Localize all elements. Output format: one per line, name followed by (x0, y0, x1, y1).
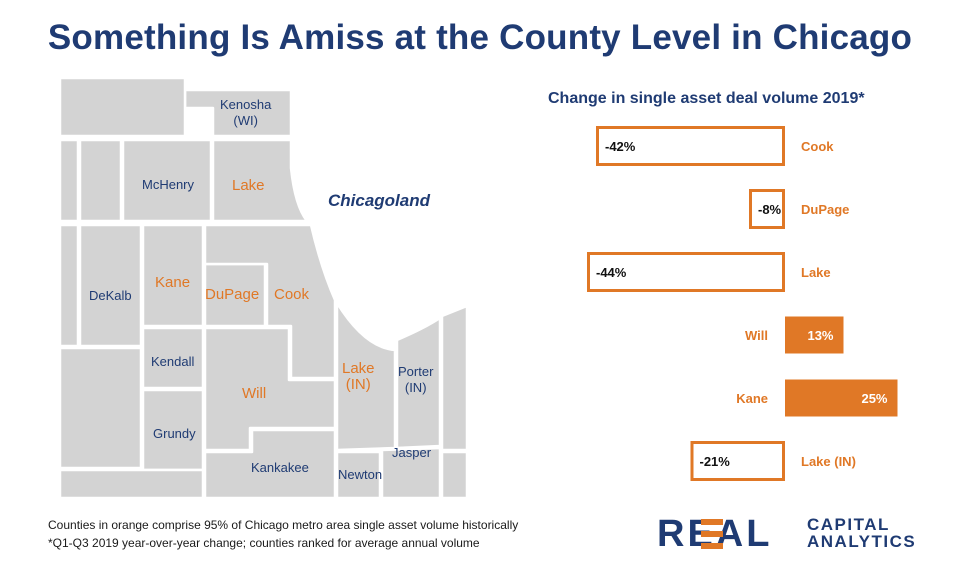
county-map-svg (58, 76, 469, 500)
county-label-kendall: Kendall (151, 354, 195, 369)
county-shape-wi-west (58, 76, 187, 138)
county-label-lake-in: Lake (IN) (342, 361, 375, 393)
category-label: Kane (736, 391, 768, 406)
bar-cook (596, 126, 785, 166)
value-label: -44% (596, 265, 627, 280)
county-label-dekalb: DeKalb (89, 288, 132, 303)
chart-title: Change in single asset deal volume 2019* (548, 90, 865, 107)
county-label-kenosha-l1: Kenosha (220, 97, 272, 112)
county-label-jasper: Jasper (392, 445, 432, 460)
county-shape-porter (395, 316, 442, 450)
category-label: DuPage (801, 202, 849, 217)
region-label: Chicagoland (328, 191, 431, 210)
category-label: Cook (801, 139, 834, 154)
county-label-kane: Kane (155, 274, 191, 291)
county-shape-starke (440, 450, 469, 500)
category-label: Lake (801, 265, 831, 280)
county-label-lake-in-l2: (IN) (345, 376, 371, 393)
county-shape-will (203, 326, 337, 452)
county-label-kenosha: Kenosha (WI) (220, 97, 271, 129)
logo-tagline: CAPITAL ANALYTICS (807, 516, 916, 550)
county-shape-boone (78, 138, 123, 223)
value-label: 13% (807, 328, 833, 343)
logo-e-bar (701, 531, 723, 537)
county-label-porter-l2: (IN) (404, 380, 427, 395)
county-label-porter: Porter (IN) (398, 364, 433, 396)
value-label: -42% (605, 139, 636, 154)
bar-will (785, 316, 844, 354)
county-shape-winnebago (58, 138, 80, 223)
county-shape-laporte (440, 304, 469, 452)
county-label-porter-l1: Porter (398, 364, 434, 379)
logo-line1: CAPITAL (807, 515, 890, 534)
footnote-1: Counties in orange comprise 95% of Chica… (48, 518, 519, 532)
county-label-lake: Lake (232, 177, 265, 194)
county-label-lake-in-l1: Lake (342, 360, 375, 377)
value-label: 25% (861, 391, 887, 406)
county-label-will: Will (242, 385, 267, 402)
county-shape-cook (203, 223, 337, 380)
county-label-dupage: DuPage (205, 286, 260, 303)
logo-e-bar (701, 519, 723, 525)
page-title: Something Is Amiss at the County Level i… (47, 18, 913, 57)
county-shape-ogle (58, 223, 80, 348)
county-label-kenosha-l2: (WI) (233, 113, 258, 128)
footnote-2: *Q1-Q3 2019 year-over-year change; count… (48, 536, 480, 550)
county-shape-kendall (141, 326, 205, 390)
bar-kane (785, 379, 898, 417)
county-map: Kenosha (WI) McHenry Lake DeKalb Kane Du… (55, 76, 470, 500)
county-shape-lake-il (211, 138, 309, 223)
county-label-cook: Cook (274, 286, 310, 303)
bar-lake (587, 252, 785, 292)
value-label: -8% (758, 202, 782, 217)
county-shape-lake-in (335, 301, 397, 452)
county-shape-lasalle (58, 346, 143, 470)
bar-lake-in- (690, 441, 785, 481)
county-label-newton: Newton (338, 467, 383, 482)
category-label: Will (745, 328, 768, 343)
county-label-kankakee: Kankakee (251, 460, 309, 475)
logo-line2: ANALYTICS (807, 532, 917, 551)
county-label-mchenry: McHenry (142, 177, 195, 192)
county-shape-mchenry (121, 138, 213, 223)
county-shape-livingston (58, 468, 205, 500)
county-shape-dekalb (78, 223, 143, 348)
value-label: -21% (700, 454, 731, 469)
category-label: Lake (IN) (801, 454, 856, 469)
county-shape-kane (141, 223, 205, 328)
logo-e-bar (701, 543, 723, 549)
bar-dupage (749, 189, 785, 229)
county-label-grundy: Grundy (153, 426, 196, 441)
